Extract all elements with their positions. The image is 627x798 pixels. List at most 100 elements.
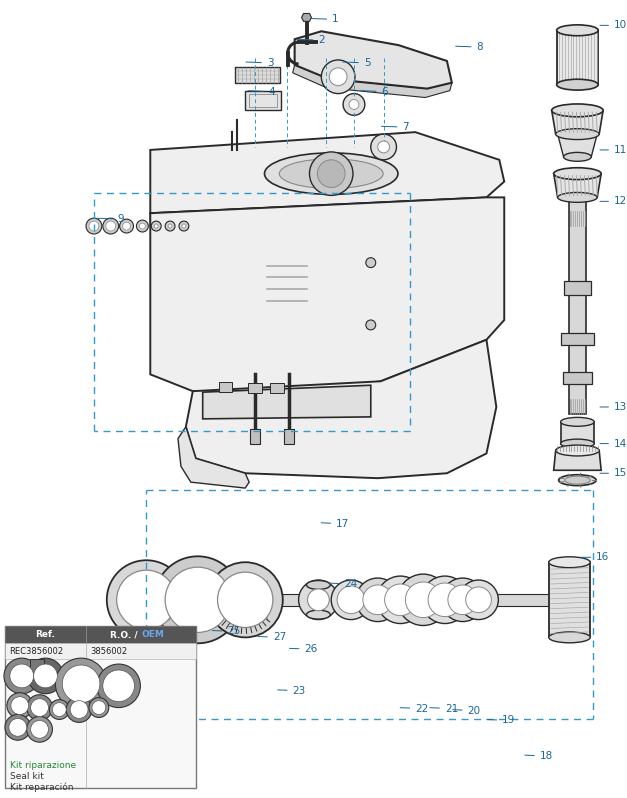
Circle shape — [165, 221, 175, 231]
Circle shape — [343, 93, 365, 116]
Circle shape — [28, 658, 63, 693]
Bar — [249, 93, 277, 108]
Text: 27: 27 — [258, 632, 286, 642]
Bar — [284, 429, 293, 444]
Circle shape — [31, 699, 48, 717]
Circle shape — [7, 693, 33, 718]
Circle shape — [50, 700, 69, 720]
Text: 4: 4 — [248, 87, 275, 97]
Circle shape — [117, 570, 176, 630]
Text: 12: 12 — [600, 196, 627, 207]
Polygon shape — [178, 427, 249, 488]
Circle shape — [106, 221, 116, 231]
Text: 11: 11 — [600, 145, 627, 155]
Circle shape — [4, 658, 40, 693]
Text: 3856002: 3856002 — [90, 646, 127, 656]
Circle shape — [448, 585, 478, 614]
Circle shape — [70, 701, 88, 718]
Text: 18: 18 — [525, 751, 553, 761]
Bar — [5, 626, 196, 788]
Circle shape — [317, 160, 345, 188]
Polygon shape — [549, 563, 590, 638]
Text: 20: 20 — [453, 705, 481, 716]
Bar — [557, 30, 598, 85]
Text: Seal kit: Seal kit — [10, 772, 44, 780]
Bar — [307, 585, 330, 614]
Ellipse shape — [564, 476, 590, 484]
Bar — [270, 383, 284, 393]
Bar — [5, 643, 196, 659]
Circle shape — [421, 576, 468, 623]
Circle shape — [123, 222, 130, 230]
Circle shape — [366, 258, 376, 267]
Circle shape — [53, 702, 66, 717]
Circle shape — [139, 223, 145, 229]
Ellipse shape — [559, 475, 596, 486]
Circle shape — [384, 584, 416, 615]
Text: Kit reparación: Kit reparación — [10, 783, 73, 792]
Circle shape — [97, 664, 140, 708]
Circle shape — [459, 580, 498, 619]
Polygon shape — [203, 385, 371, 419]
Ellipse shape — [557, 79, 598, 90]
Polygon shape — [219, 570, 267, 630]
Text: 19: 19 — [487, 716, 515, 725]
Circle shape — [137, 220, 149, 232]
Polygon shape — [302, 14, 312, 22]
Circle shape — [377, 141, 389, 153]
Text: 23: 23 — [278, 685, 306, 696]
Circle shape — [154, 556, 241, 643]
Bar — [569, 201, 586, 414]
Circle shape — [310, 152, 353, 196]
Text: Kit riparazione: Kit riparazione — [10, 761, 76, 770]
Polygon shape — [552, 110, 603, 134]
Circle shape — [92, 701, 106, 714]
Text: 28: 28 — [103, 626, 132, 637]
Circle shape — [165, 567, 230, 633]
Circle shape — [466, 587, 492, 613]
Text: 14: 14 — [600, 439, 627, 448]
Polygon shape — [150, 197, 487, 227]
Circle shape — [66, 697, 92, 722]
Ellipse shape — [557, 25, 598, 36]
Circle shape — [377, 576, 424, 623]
Ellipse shape — [549, 632, 590, 643]
Circle shape — [120, 219, 134, 233]
Circle shape — [329, 68, 347, 85]
Text: 17: 17 — [321, 519, 349, 528]
Bar — [5, 626, 196, 643]
Circle shape — [356, 578, 399, 622]
Ellipse shape — [556, 445, 599, 456]
Bar — [562, 373, 593, 385]
Ellipse shape — [556, 128, 599, 140]
Circle shape — [406, 582, 441, 618]
Text: 13: 13 — [600, 402, 627, 412]
Ellipse shape — [307, 580, 330, 590]
Text: 15: 15 — [600, 468, 627, 478]
Circle shape — [307, 589, 329, 610]
Bar — [561, 333, 594, 345]
Circle shape — [89, 221, 99, 231]
Circle shape — [363, 585, 393, 614]
Circle shape — [9, 718, 27, 737]
Circle shape — [151, 221, 161, 231]
Circle shape — [398, 574, 449, 626]
Text: 16: 16 — [581, 552, 609, 563]
Text: 5: 5 — [343, 58, 371, 68]
Polygon shape — [186, 340, 497, 478]
Text: 3: 3 — [246, 58, 273, 68]
Text: 21: 21 — [430, 704, 458, 713]
Circle shape — [366, 320, 376, 330]
Circle shape — [27, 695, 53, 721]
Circle shape — [27, 717, 53, 742]
Circle shape — [349, 100, 359, 109]
Text: REC3856002: REC3856002 — [9, 646, 63, 656]
Text: 7: 7 — [381, 122, 409, 132]
Bar — [29, 659, 43, 673]
Circle shape — [208, 563, 283, 638]
Bar — [248, 383, 262, 393]
Text: 6: 6 — [361, 87, 388, 97]
Ellipse shape — [549, 557, 590, 567]
Polygon shape — [150, 197, 504, 399]
Ellipse shape — [554, 168, 601, 180]
